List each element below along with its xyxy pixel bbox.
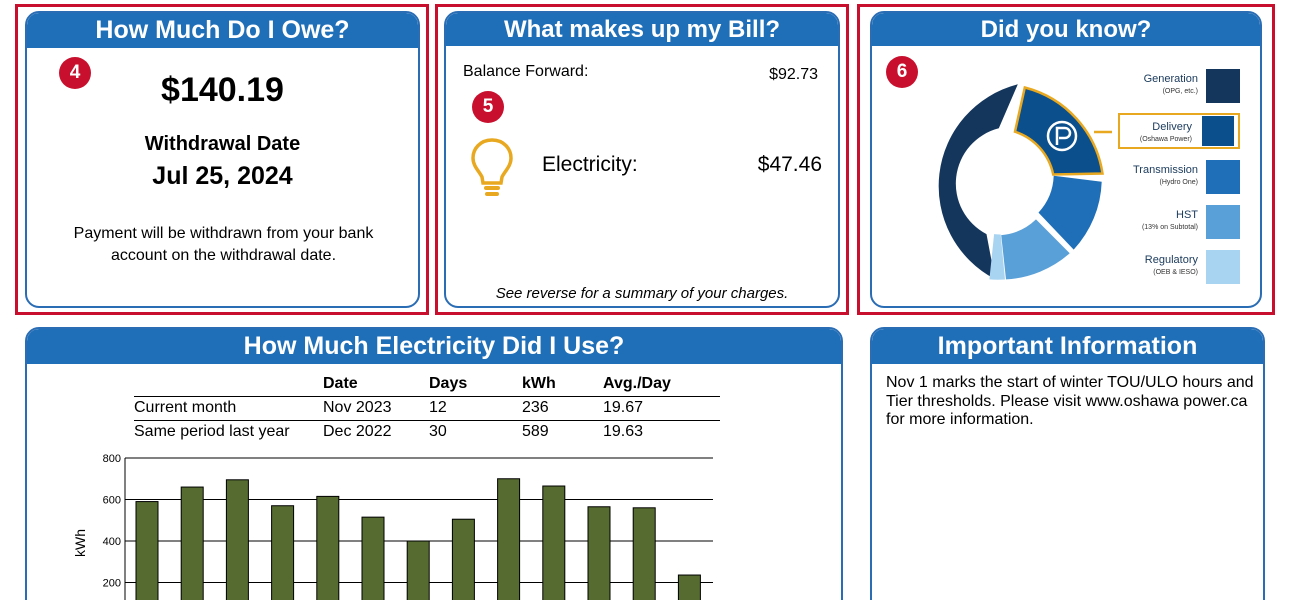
bill-breakdown-donut bbox=[938, 84, 1112, 280]
chart-bar bbox=[632, 507, 656, 600]
section-frame-bill bbox=[435, 4, 849, 315]
usage-panel-title: How Much Electricity Did I Use? bbox=[27, 329, 841, 364]
chart-bar bbox=[180, 486, 204, 600]
chart-y-tick-label: 400 bbox=[103, 536, 121, 548]
did-you-know-title: Did you know? bbox=[872, 13, 1260, 46]
chart-y-tick-label: 800 bbox=[103, 453, 121, 465]
withdrawal-note: Payment will be withdrawn from your bank… bbox=[73, 225, 374, 264]
section-frame-did-you-know bbox=[857, 4, 1275, 315]
table-row: Current month Nov 2023 12 236 19.67 bbox=[134, 395, 720, 420]
chart-bar bbox=[316, 495, 340, 600]
info-text: Nov 1 marks the start of winter TOU/ULO … bbox=[886, 374, 1254, 428]
chart-bar bbox=[451, 518, 475, 600]
electricity-label: Electricity: bbox=[542, 153, 638, 176]
info-panel-title: Important Information bbox=[872, 329, 1263, 364]
chart-y-tick-label: 600 bbox=[103, 495, 121, 507]
usage-bar-chart: 200 400 600 800 kWh bbox=[72, 453, 713, 600]
donut-segment-transmission bbox=[1038, 175, 1102, 250]
chart-y-axis-label: kWh bbox=[72, 529, 88, 557]
amount-due: $140.19 bbox=[161, 71, 284, 109]
lightbulb-icon bbox=[470, 137, 514, 204]
usage-table-header: Date Days kWh Avg./Day bbox=[323, 374, 671, 392]
callout-marker-6: 6 bbox=[886, 56, 918, 88]
legend-item-delivery: Delivery (Oshawa Power) bbox=[1118, 113, 1240, 149]
section-frame-owe bbox=[15, 4, 429, 315]
legend-item-generation: Generation (OPG, etc.) bbox=[1104, 69, 1250, 105]
chart-bar bbox=[135, 501, 159, 600]
info-panel: Important Information Nov 1 marks the st… bbox=[870, 327, 1265, 600]
chart-bar bbox=[542, 485, 566, 600]
owe-panel: How Much Do I Owe? 4 $140.19 Withdrawal … bbox=[25, 11, 420, 308]
table-row: Same period last year Dec 2022 30 589 19… bbox=[134, 419, 720, 444]
donut-segment-hst bbox=[1001, 219, 1070, 280]
callout-marker-4: 4 bbox=[59, 57, 91, 89]
bill-panel-title: What makes up my Bill? bbox=[446, 13, 838, 46]
usage-table: Date Days kWh Avg./Day Current month Nov… bbox=[134, 372, 720, 444]
chart-bar bbox=[497, 478, 521, 600]
legend-item-transmission: Transmission (Hydro One) bbox=[1104, 160, 1250, 196]
chart-bar bbox=[587, 506, 611, 600]
chart-bar bbox=[406, 540, 430, 600]
withdrawal-date-value: Jul 25, 2024 bbox=[152, 162, 293, 190]
balance-forward-value: $92.73 bbox=[769, 66, 818, 83]
chart-bar bbox=[361, 516, 385, 600]
oshawa-power-logo-icon bbox=[1046, 120, 1078, 152]
owe-panel-title: How Much Do I Owe? bbox=[27, 13, 418, 48]
legend-item-regulatory: Regulatory (OEB & IESO) bbox=[1104, 250, 1250, 286]
chart-bar bbox=[677, 574, 701, 600]
chart-bar bbox=[225, 479, 249, 600]
bill-panel: What makes up my Bill? Balance Forward: … bbox=[444, 11, 840, 308]
donut-segment-delivery bbox=[1013, 85, 1104, 176]
chart-y-tick-label: 200 bbox=[103, 578, 121, 590]
legend-item-hst: HST (13% on Subtotal) bbox=[1104, 205, 1250, 241]
chart-bar bbox=[271, 505, 295, 600]
balance-forward-label: Balance Forward: bbox=[463, 63, 589, 80]
did-you-know-panel: Did you know? 6 Generation (OPG, etc.) D… bbox=[870, 11, 1262, 308]
electricity-value: $47.46 bbox=[757, 153, 822, 176]
donut-segment-generation bbox=[938, 84, 1018, 280]
callout-marker-5: 5 bbox=[472, 91, 504, 123]
donut-segment-regulatory bbox=[989, 234, 1005, 280]
usage-panel: How Much Electricity Did I Use? Date Day… bbox=[25, 327, 843, 600]
reverse-footnote: See reverse for a summary of your charge… bbox=[495, 285, 789, 302]
withdrawal-date-label: Withdrawal Date bbox=[144, 133, 301, 155]
